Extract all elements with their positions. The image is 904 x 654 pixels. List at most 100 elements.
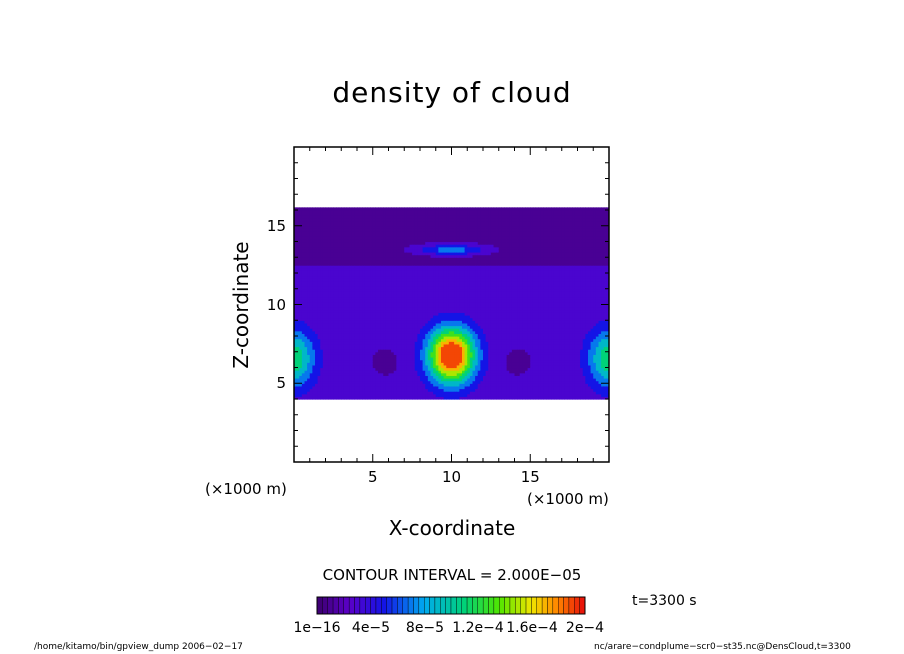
field-cell — [312, 304, 316, 308]
field-cell — [378, 296, 382, 300]
field-cell — [401, 241, 405, 245]
field-cell — [301, 244, 306, 248]
field-cell — [312, 367, 316, 371]
field-cell — [427, 378, 432, 382]
field-cell — [338, 359, 342, 363]
field-cell — [422, 212, 426, 216]
field-cell — [354, 312, 358, 316]
field-cell — [446, 383, 450, 387]
field-cell — [438, 309, 442, 313]
field-cell — [357, 336, 361, 340]
field-cell — [330, 393, 334, 397]
field-cell — [446, 375, 450, 379]
field-cell — [438, 325, 442, 329]
field-cell — [372, 309, 376, 313]
field-cell — [409, 391, 413, 395]
field-cell — [317, 233, 321, 237]
field-cell — [404, 273, 408, 277]
field-cell — [399, 322, 403, 327]
field-cell — [325, 357, 329, 361]
field-cell — [438, 280, 442, 285]
field-cell — [380, 312, 384, 316]
field-cell — [367, 380, 371, 384]
field-cell — [404, 391, 408, 395]
field-cell — [464, 388, 468, 392]
field-cell — [438, 249, 442, 253]
field-cell — [294, 372, 298, 376]
field-cell — [322, 333, 327, 337]
field-cell — [317, 385, 321, 390]
field-cell — [412, 299, 416, 303]
field-cell — [375, 301, 379, 306]
field-cell — [422, 241, 426, 245]
field-cell — [338, 207, 342, 211]
field-cell — [349, 275, 353, 279]
field-cell — [401, 286, 405, 290]
field-cell — [451, 338, 455, 342]
field-cell — [380, 359, 384, 363]
field-cell — [341, 385, 345, 390]
field-cell — [427, 252, 432, 256]
field-cell — [414, 372, 418, 376]
field-cell — [336, 249, 340, 253]
field-cell — [354, 231, 358, 235]
field-cell — [462, 383, 466, 387]
field-cell — [454, 396, 458, 400]
field-cell — [294, 367, 298, 371]
field-cell — [309, 317, 313, 321]
field-cell — [456, 320, 460, 324]
field-cell — [309, 372, 313, 376]
field-cell — [301, 241, 306, 245]
field-cell — [320, 273, 324, 277]
field-cell — [294, 364, 298, 369]
field-cell — [427, 320, 432, 324]
field-cell — [349, 346, 353, 350]
field-cell — [336, 383, 340, 387]
field-cell — [325, 215, 329, 219]
field-cell — [370, 236, 374, 240]
field-cell — [464, 307, 468, 311]
field-cell — [456, 357, 460, 361]
field-cell — [441, 217, 445, 222]
field-cell — [393, 286, 397, 290]
field-cell — [312, 357, 316, 361]
field-cell — [359, 259, 363, 264]
field-cell — [388, 231, 392, 235]
field-cell — [459, 351, 463, 355]
field-cell — [354, 380, 358, 384]
field-cell — [357, 259, 361, 264]
field-cell — [304, 233, 308, 237]
field-cell — [399, 212, 403, 216]
field-cell — [370, 286, 374, 290]
field-cell — [388, 246, 392, 250]
field-cell — [393, 231, 397, 235]
field-cell — [430, 286, 434, 290]
field-cell — [296, 207, 300, 211]
field-cell — [451, 236, 455, 240]
field-cell — [341, 246, 345, 250]
field-cell — [346, 262, 350, 266]
field-cell — [294, 393, 298, 397]
field-cell — [301, 296, 306, 300]
field-cell — [299, 359, 303, 363]
field-cell — [409, 372, 413, 376]
field-cell — [388, 299, 392, 303]
field-cell — [351, 367, 355, 371]
field-cell — [435, 372, 439, 376]
field-cell — [312, 228, 316, 232]
field-cell — [414, 217, 418, 222]
field-cell — [412, 215, 416, 219]
field-cell — [304, 246, 308, 250]
field-cell — [359, 359, 363, 363]
field-cell — [446, 252, 450, 256]
field-cell — [375, 241, 379, 245]
field-cell — [359, 252, 363, 256]
field-cell — [459, 217, 463, 222]
field-cell — [336, 270, 340, 274]
field-cell — [317, 330, 321, 334]
field-cell — [467, 312, 471, 316]
field-cell — [346, 357, 350, 361]
field-cell — [294, 380, 298, 384]
field-cell — [438, 357, 442, 361]
field-cell — [404, 322, 408, 327]
